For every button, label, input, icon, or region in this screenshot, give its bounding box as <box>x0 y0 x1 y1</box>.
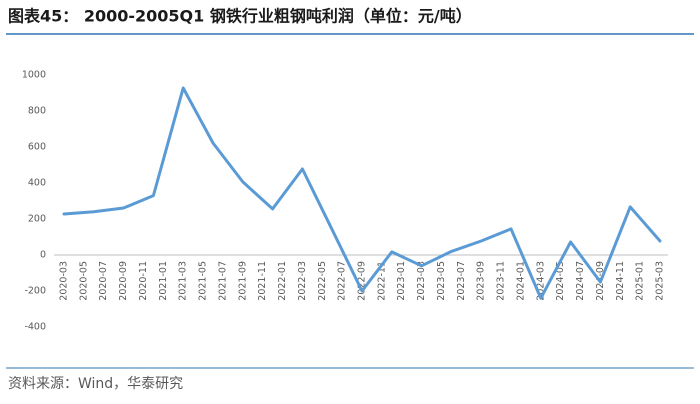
x-tick-label: 2021-11 <box>257 261 268 301</box>
x-tick-label: 2022-09 <box>357 261 368 301</box>
x-tick-label: 2024-05 <box>555 261 566 301</box>
x-tick-label: 2022-01 <box>277 261 288 301</box>
y-tick-label: 200 <box>28 214 46 225</box>
y-tick-label: 600 <box>28 142 46 153</box>
x-tick-label: 2024-03 <box>535 261 546 301</box>
x-tick-label: 2020-09 <box>118 261 129 301</box>
x-tick-label: 2024-11 <box>615 261 626 301</box>
x-tick-label: 2022-11 <box>376 261 387 301</box>
x-tick-label: 2023-05 <box>436 261 447 301</box>
x-tick-label: 2023-01 <box>396 261 407 301</box>
x-tick-label: 2021-09 <box>237 261 248 301</box>
x-tick-label: 2022-03 <box>297 261 308 301</box>
x-tick-label: 2020-11 <box>138 261 149 301</box>
x-tick-label: 2023-03 <box>416 261 427 301</box>
y-tick-label: 1000 <box>22 70 46 81</box>
x-tick-label: 2020-05 <box>78 261 89 301</box>
x-tick-label: 2021-01 <box>158 261 169 301</box>
x-tick-label: 2024-01 <box>515 261 526 301</box>
x-tick-label: 2025-01 <box>635 261 646 301</box>
x-tick-label: 2021-05 <box>198 261 209 301</box>
x-tick-label: 2023-11 <box>496 261 507 301</box>
y-tick-label: -200 <box>24 286 46 297</box>
x-tick-label: 2024-07 <box>575 261 586 301</box>
x-tick-label: 2022-05 <box>317 261 328 301</box>
x-tick-label: 2023-09 <box>476 261 487 301</box>
chart-title: 图表45： 2000-2005Q1 钢铁行业粗钢吨利润（单位：元/吨） <box>8 7 472 26</box>
x-tick-label: 2021-03 <box>178 261 189 301</box>
x-tick-label: 2021-07 <box>217 261 228 301</box>
y-tick-label: 800 <box>28 106 46 117</box>
x-tick-label: 2020-03 <box>59 261 70 301</box>
source: 资料来源：Wind，华泰研究 <box>8 376 183 392</box>
y-tick-label: 0 <box>40 250 46 261</box>
data-line <box>62 86 662 300</box>
x-tick-label: 2023-07 <box>456 261 467 301</box>
x-tick-label: 2020-07 <box>98 261 109 301</box>
y-tick-label: -400 <box>24 322 46 333</box>
x-tick-label: 2025-03 <box>655 261 666 301</box>
x-tick-label: 2022-07 <box>337 261 348 301</box>
y-tick-label: 400 <box>28 178 46 189</box>
